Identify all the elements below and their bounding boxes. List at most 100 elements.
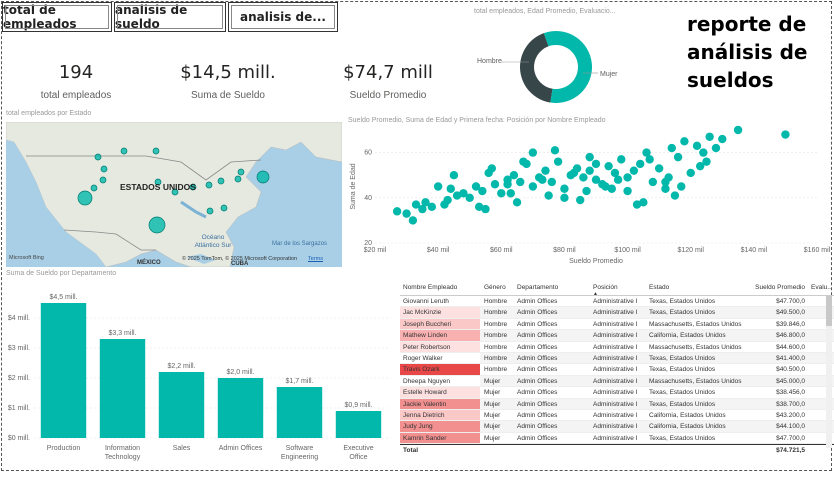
map-bubble[interactable] [152,147,160,155]
scatter-point[interactable] [538,175,547,184]
donut-chart[interactable]: Hombre Mujer [470,18,630,118]
table-row[interactable]: Jac McKinzie Hombre Admin Offices Administr… [400,307,834,319]
scatter-point[interactable] [465,193,474,202]
scatter-point[interactable] [528,182,538,191]
table-row[interactable]: Kamrin Sander Mujer Admin Offices Administr… [400,432,834,445]
scatter-point[interactable] [661,184,670,193]
map-bubble[interactable] [206,207,214,215]
table-row[interactable]: Jenna Dietrich Mujer Admin Offices Administ… [400,409,834,422]
scatter-point[interactable] [670,191,680,200]
map-bubble[interactable] [256,170,270,184]
scatter-point[interactable] [699,148,708,157]
scatter-point[interactable] [591,159,601,169]
scatter-point[interactable] [402,209,411,218]
table-scrollbar[interactable] [826,296,832,448]
map-terms-link[interactable]: Terms [308,256,323,262]
scatter-point[interactable] [560,184,569,193]
table-scrollbar-thumb[interactable] [826,296,832,326]
scatter-point[interactable] [519,157,528,166]
scatter-point[interactable] [576,195,585,205]
scatter-point[interactable] [695,161,705,171]
table-row[interactable]: Joseph Buccheri Hombre Admin Offices Admini… [400,318,834,331]
scatter-point[interactable] [560,193,569,202]
scatter-point[interactable] [392,207,402,216]
scatter-point[interactable] [585,166,594,175]
scatter-point[interactable] [664,173,673,182]
scatter-point[interactable] [427,202,437,212]
scatter-point[interactable] [591,175,601,184]
bar[interactable] [158,372,205,438]
scatter-point[interactable] [705,132,714,141]
scatter-point[interactable] [686,168,695,178]
scatter-point[interactable] [667,143,676,153]
bar[interactable] [217,378,264,438]
scatter-point[interactable] [411,200,421,209]
map-bubble[interactable] [99,176,107,184]
table-row[interactable]: Jackie Valentin Mujer Admin Offices Adminis… [400,398,834,410]
scatter-point[interactable] [582,186,591,196]
tab-total-empleados[interactable]: total de empleados [2,2,112,32]
scatter-point[interactable] [506,189,515,198]
scatter-point[interactable] [579,173,588,182]
map-bubble[interactable] [171,188,179,196]
donut-slice[interactable] [543,31,592,103]
scatter-point[interactable] [585,152,594,162]
scatter-point[interactable] [607,184,616,193]
scatter-point[interactable] [421,198,430,207]
scatter-point[interactable] [516,177,525,187]
scatter-point[interactable] [490,180,500,189]
scatter-point[interactable] [503,180,512,189]
map-bubble[interactable] [148,216,166,234]
scatter-point[interactable] [528,148,538,157]
map-bubble[interactable] [90,184,98,192]
column-header[interactable]: Género [484,284,506,291]
table-row[interactable]: Peter Robertson Hombre Admin Offices Admini… [400,341,834,353]
scatter-point[interactable] [474,202,484,212]
map-bubble[interactable] [220,204,228,212]
scatter-point[interactable] [654,164,664,173]
table-row[interactable]: Mathew Linden Hombre Admin Offices Administ… [400,330,834,342]
map-bubble[interactable] [100,165,108,173]
map-bubble[interactable] [77,190,93,206]
scatter-point[interactable] [702,157,711,166]
column-header[interactable]: Evalu... [811,284,831,291]
scatter-point[interactable] [459,189,468,198]
scatter-point[interactable] [452,191,462,200]
map-bubble[interactable] [217,177,225,185]
column-header[interactable]: Estado [649,284,670,291]
tab-analisis-sueldo[interactable]: analisis de sueldo [114,2,226,32]
map-canvas[interactable] [6,122,342,267]
scatter-point[interactable] [623,173,632,182]
scatter-point[interactable] [692,141,702,151]
scatter-point[interactable] [478,186,487,196]
scatter-point[interactable] [601,182,610,191]
scatter-point[interactable] [418,204,427,214]
scatter-point[interactable] [673,152,683,162]
scatter-point[interactable] [677,182,686,191]
bar[interactable] [335,411,382,438]
scatter-point[interactable] [718,134,727,144]
scatter-point[interactable] [632,200,642,209]
map-bubble[interactable] [154,178,162,186]
scatter-point[interactable] [613,175,623,184]
employee-table[interactable]: Nombre Empleado Género Departamento Posi… [400,282,834,456]
column-header[interactable]: Nombre Empleado [403,284,458,291]
scatter-point[interactable] [639,198,648,207]
bar[interactable] [40,303,87,438]
map-visual[interactable]: ESTADOS UNIDOS Océano Atlántico Sur Mar … [6,122,342,267]
scatter-point[interactable] [629,166,639,175]
column-header[interactable]: Departamento [517,284,559,291]
scatter-point[interactable] [497,189,506,198]
bar[interactable] [99,339,146,438]
scatter-point[interactable] [711,143,721,153]
scatter-point[interactable] [541,166,550,175]
scatter-point[interactable] [481,204,490,214]
scatter-point[interactable] [449,171,459,180]
scatter-point[interactable] [569,168,579,178]
sort-up-icon[interactable]: ▲ [593,291,598,297]
scatter-point[interactable] [443,195,452,205]
scatter-point[interactable] [433,182,443,191]
scatter-point[interactable] [781,130,790,139]
bar-chart[interactable]: $0 mill. $1 mill. $2 mill. $3 mill. $4 mill.… [4,282,392,468]
scatter-point[interactable] [623,186,632,196]
